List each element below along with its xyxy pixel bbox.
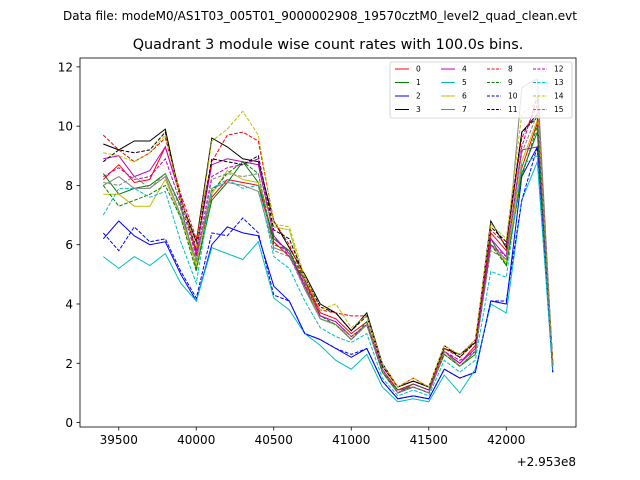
legend-label: 15 bbox=[554, 105, 564, 114]
legend-label: 5 bbox=[462, 78, 467, 87]
series-line-module-14 bbox=[103, 101, 554, 388]
y-axis: 0 2 4 6 8 10 12 bbox=[58, 60, 80, 430]
chart-title: Quadrant 3 module wise count rates with … bbox=[133, 37, 524, 53]
x-tick-label: 40000 bbox=[177, 433, 215, 447]
legend-label: 4 bbox=[462, 65, 467, 74]
x-tick-label: 40500 bbox=[255, 433, 293, 447]
x-tick-label: 42000 bbox=[487, 433, 525, 447]
x-tick-label: 39500 bbox=[100, 433, 138, 447]
x-offset-label: +2.953e8 bbox=[517, 455, 576, 469]
legend-label: 3 bbox=[416, 105, 421, 114]
y-tick-label: 8 bbox=[65, 179, 73, 193]
x-tick-label: 41000 bbox=[332, 433, 370, 447]
y-tick-label: 6 bbox=[65, 238, 73, 252]
x-axis: 39500 40000 40500 41000 41500 42000 bbox=[100, 427, 525, 447]
series-line-module-13 bbox=[102, 154, 554, 397]
legend-label: 2 bbox=[416, 92, 421, 101]
legend-label: 9 bbox=[508, 78, 513, 87]
series-line-module-12 bbox=[103, 96, 554, 394]
y-tick-label: 10 bbox=[58, 120, 73, 134]
legend-label: 6 bbox=[462, 92, 467, 101]
series-line-module-8 bbox=[102, 105, 554, 388]
legend-label: 0 bbox=[416, 65, 421, 74]
series-line-module-15 bbox=[103, 114, 554, 394]
y-tick-label: 12 bbox=[58, 60, 73, 74]
legend-label: 7 bbox=[462, 105, 467, 114]
legend-label: 1 bbox=[416, 78, 421, 87]
chart-suptitle: Data file: modeM0/AS1T03_005T01_90000029… bbox=[63, 9, 577, 23]
y-tick-label: 4 bbox=[65, 298, 73, 312]
legend-label: 12 bbox=[554, 65, 564, 74]
plot-frame bbox=[79, 57, 577, 428]
legend-label: 13 bbox=[554, 78, 564, 87]
series-line-module-10 bbox=[102, 146, 554, 400]
y-tick-label: 0 bbox=[65, 416, 73, 430]
y-tick-label: 2 bbox=[65, 357, 73, 371]
legend-label: 11 bbox=[508, 105, 518, 114]
legend-label: 8 bbox=[508, 65, 513, 74]
series-layer bbox=[102, 77, 554, 403]
legend-box bbox=[389, 61, 573, 119]
x-tick-label: 41500 bbox=[410, 433, 448, 447]
legend-label: 14 bbox=[554, 92, 564, 101]
legend-label: 10 bbox=[508, 92, 518, 101]
